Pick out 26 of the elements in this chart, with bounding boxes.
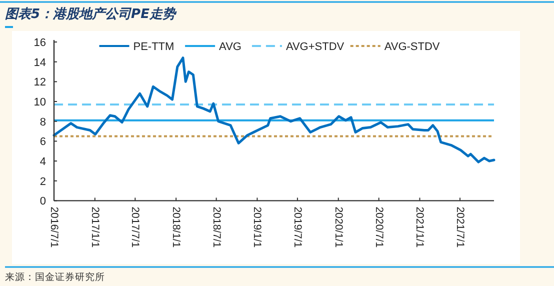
chart-title: 图表5：港股地产公司PE走势: [5, 6, 178, 22]
legend-label: PE-TTM: [133, 41, 174, 53]
x-tick-label: 2020/1/1: [332, 206, 344, 248]
x-tick-label: 2018/1/1: [170, 206, 182, 248]
y-tick-label: 6: [40, 136, 46, 148]
y-tick-label: 0: [40, 196, 46, 208]
y-tick-label: 14: [34, 56, 46, 69]
y-tick-label: 8: [40, 116, 46, 128]
y-tick-label: 10: [34, 96, 46, 109]
legend-label: AVG: [219, 41, 242, 53]
x-tick-label: 2017/1/1: [88, 206, 101, 248]
x-tick-label: 2019/1/1: [251, 206, 264, 248]
legend-label: AVG+STDV: [286, 41, 345, 53]
x-tick-label: 2020/7/1: [372, 206, 385, 248]
y-tick-label: 4: [40, 156, 46, 168]
legend-label: AVG-STDV: [384, 41, 440, 53]
y-tick-label: 12: [34, 76, 46, 89]
x-tick-label: 2019/7/1: [291, 206, 304, 248]
x-tick-label: 2021/1/1: [414, 206, 426, 248]
source-note: 来源：国金证券研究所: [5, 271, 105, 283]
y-tick-label: 16: [34, 37, 46, 49]
x-tick-label: 2017/7/1: [129, 206, 142, 248]
x-tick-label: 2016/7/1: [48, 206, 60, 248]
x-tick-label: 2018/7/1: [210, 206, 222, 248]
y-tick-label: 2: [40, 176, 46, 188]
x-tick-label: 2021/7/1: [454, 206, 466, 248]
